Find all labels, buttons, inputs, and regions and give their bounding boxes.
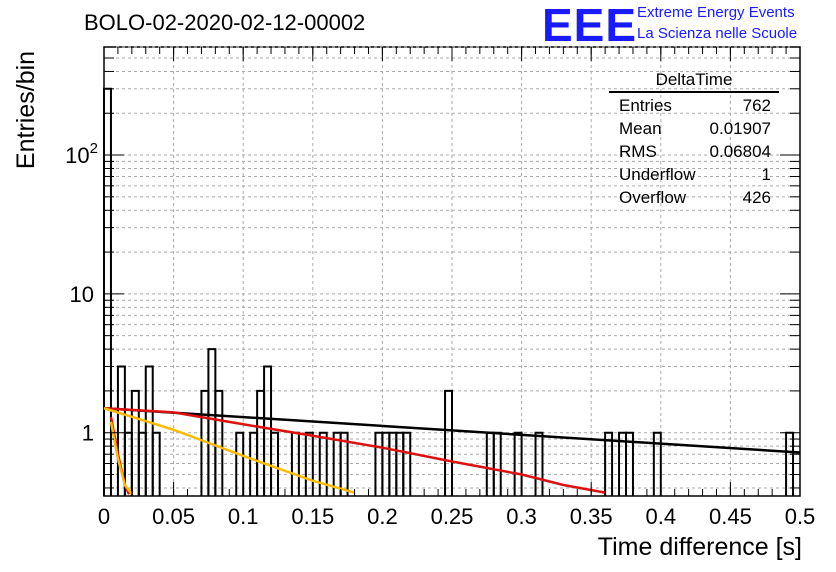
histogram-bin: [381, 431, 391, 496]
x-tick-label: 0.15: [291, 504, 334, 529]
fit-curve: [103, 407, 606, 494]
stats-box: DeltaTime Entries 762 Mean 0.01907 RMS 0…: [609, 70, 779, 209]
histogram-bin: [402, 431, 412, 496]
histogram-bin: [652, 431, 662, 496]
logo-subtitle-1: Extreme Energy Events: [637, 4, 795, 21]
histogram-bin: [290, 431, 300, 496]
axis-ticks: [103, 46, 801, 496]
x-tick-label: 0: [98, 504, 110, 529]
histogram-bin: [263, 365, 273, 496]
stats-value: 762: [742, 96, 771, 115]
fit-curve: [109, 416, 131, 495]
x-tick-label: 0.05: [152, 504, 195, 529]
stats-title: DeltaTime: [609, 70, 779, 93]
stats-label: Entries: [619, 96, 672, 115]
fit-curve: [103, 407, 801, 454]
stats-label: Overflow: [619, 188, 687, 207]
x-tick-label: 0.45: [709, 504, 752, 529]
histogram-bin: [130, 389, 140, 496]
stats-value: 0.01907: [709, 119, 771, 138]
histogram-bin: [214, 389, 224, 496]
logo-subtitle-2: La Scienza nelle Scuole: [637, 25, 798, 42]
histogram-bin: [116, 365, 126, 496]
histogram-bin: [235, 431, 245, 496]
x-axis-label: Time difference [s]: [597, 533, 802, 561]
histogram-bin: [388, 431, 398, 496]
histogram-bin: [207, 348, 217, 496]
fit-curve: [103, 407, 355, 494]
stats-row-overflow: Overflow 426: [609, 186, 779, 209]
histogram-bin: [318, 431, 328, 496]
y-tick-label: 1: [82, 421, 94, 446]
stats-row-entries: Entries 762: [609, 94, 779, 117]
y-axis-label: Entries/bin: [12, 50, 40, 170]
histogram-bin: [137, 431, 147, 496]
stats-row-mean: Mean 0.01907: [609, 117, 779, 140]
histogram-bin: [144, 365, 154, 496]
histogram-bin: [256, 389, 266, 496]
histogram-bin: [513, 431, 523, 496]
histogram-bin: [339, 431, 349, 496]
histogram-bin: [604, 431, 614, 496]
stats-label: Mean: [619, 119, 662, 138]
histogram-bin: [444, 389, 453, 496]
histogram-bin: [534, 431, 544, 496]
stats-label: Underflow: [619, 165, 696, 184]
histogram-bin: [270, 431, 279, 496]
plot-title: BOLO-02-2020-02-12-00002: [84, 10, 366, 35]
y-tick-label: 10: [70, 282, 94, 307]
tick-labels: 0 0.05 0.1 0.15 0.2 0.25 0.3 0.35 0.4 0.45 0.5 1 10 1…: [65, 140, 815, 529]
x-tick-label: 0.1: [228, 504, 259, 529]
histogram-bin: [103, 87, 112, 496]
x-tick-label: 0.35: [570, 504, 613, 529]
x-tick-label: 0.3: [506, 504, 537, 529]
stats-row-underflow: Underflow 1: [609, 163, 779, 186]
x-tick-label: 0.2: [367, 504, 398, 529]
x-tick-label: 0.4: [646, 504, 677, 529]
y-tick-label: 102: [65, 140, 98, 168]
histogram-bin: [304, 431, 314, 496]
histogram-bin: [785, 431, 795, 496]
histogram-bin: [374, 431, 384, 496]
stats-value: 0.06804: [709, 142, 771, 161]
stats-value: 426: [742, 188, 771, 207]
x-tick-label: 0.5: [785, 504, 816, 529]
fit-curves: [103, 407, 801, 496]
stats-row-rms: RMS 0.06804: [609, 140, 779, 163]
fit-curve: [109, 421, 133, 496]
histogram-bin: [485, 431, 495, 496]
histogram-bars: [103, 87, 795, 496]
stats-label: RMS: [619, 142, 657, 161]
x-tick-label: 0.25: [431, 504, 474, 529]
histogram-bin: [492, 431, 502, 496]
histogram-bin: [249, 431, 259, 496]
stats-value: 1: [761, 165, 771, 184]
histogram-bin: [625, 431, 634, 496]
eee-logo: EEE: [542, 0, 638, 51]
histogram-bin: [395, 431, 405, 496]
histogram-bin: [151, 431, 161, 496]
